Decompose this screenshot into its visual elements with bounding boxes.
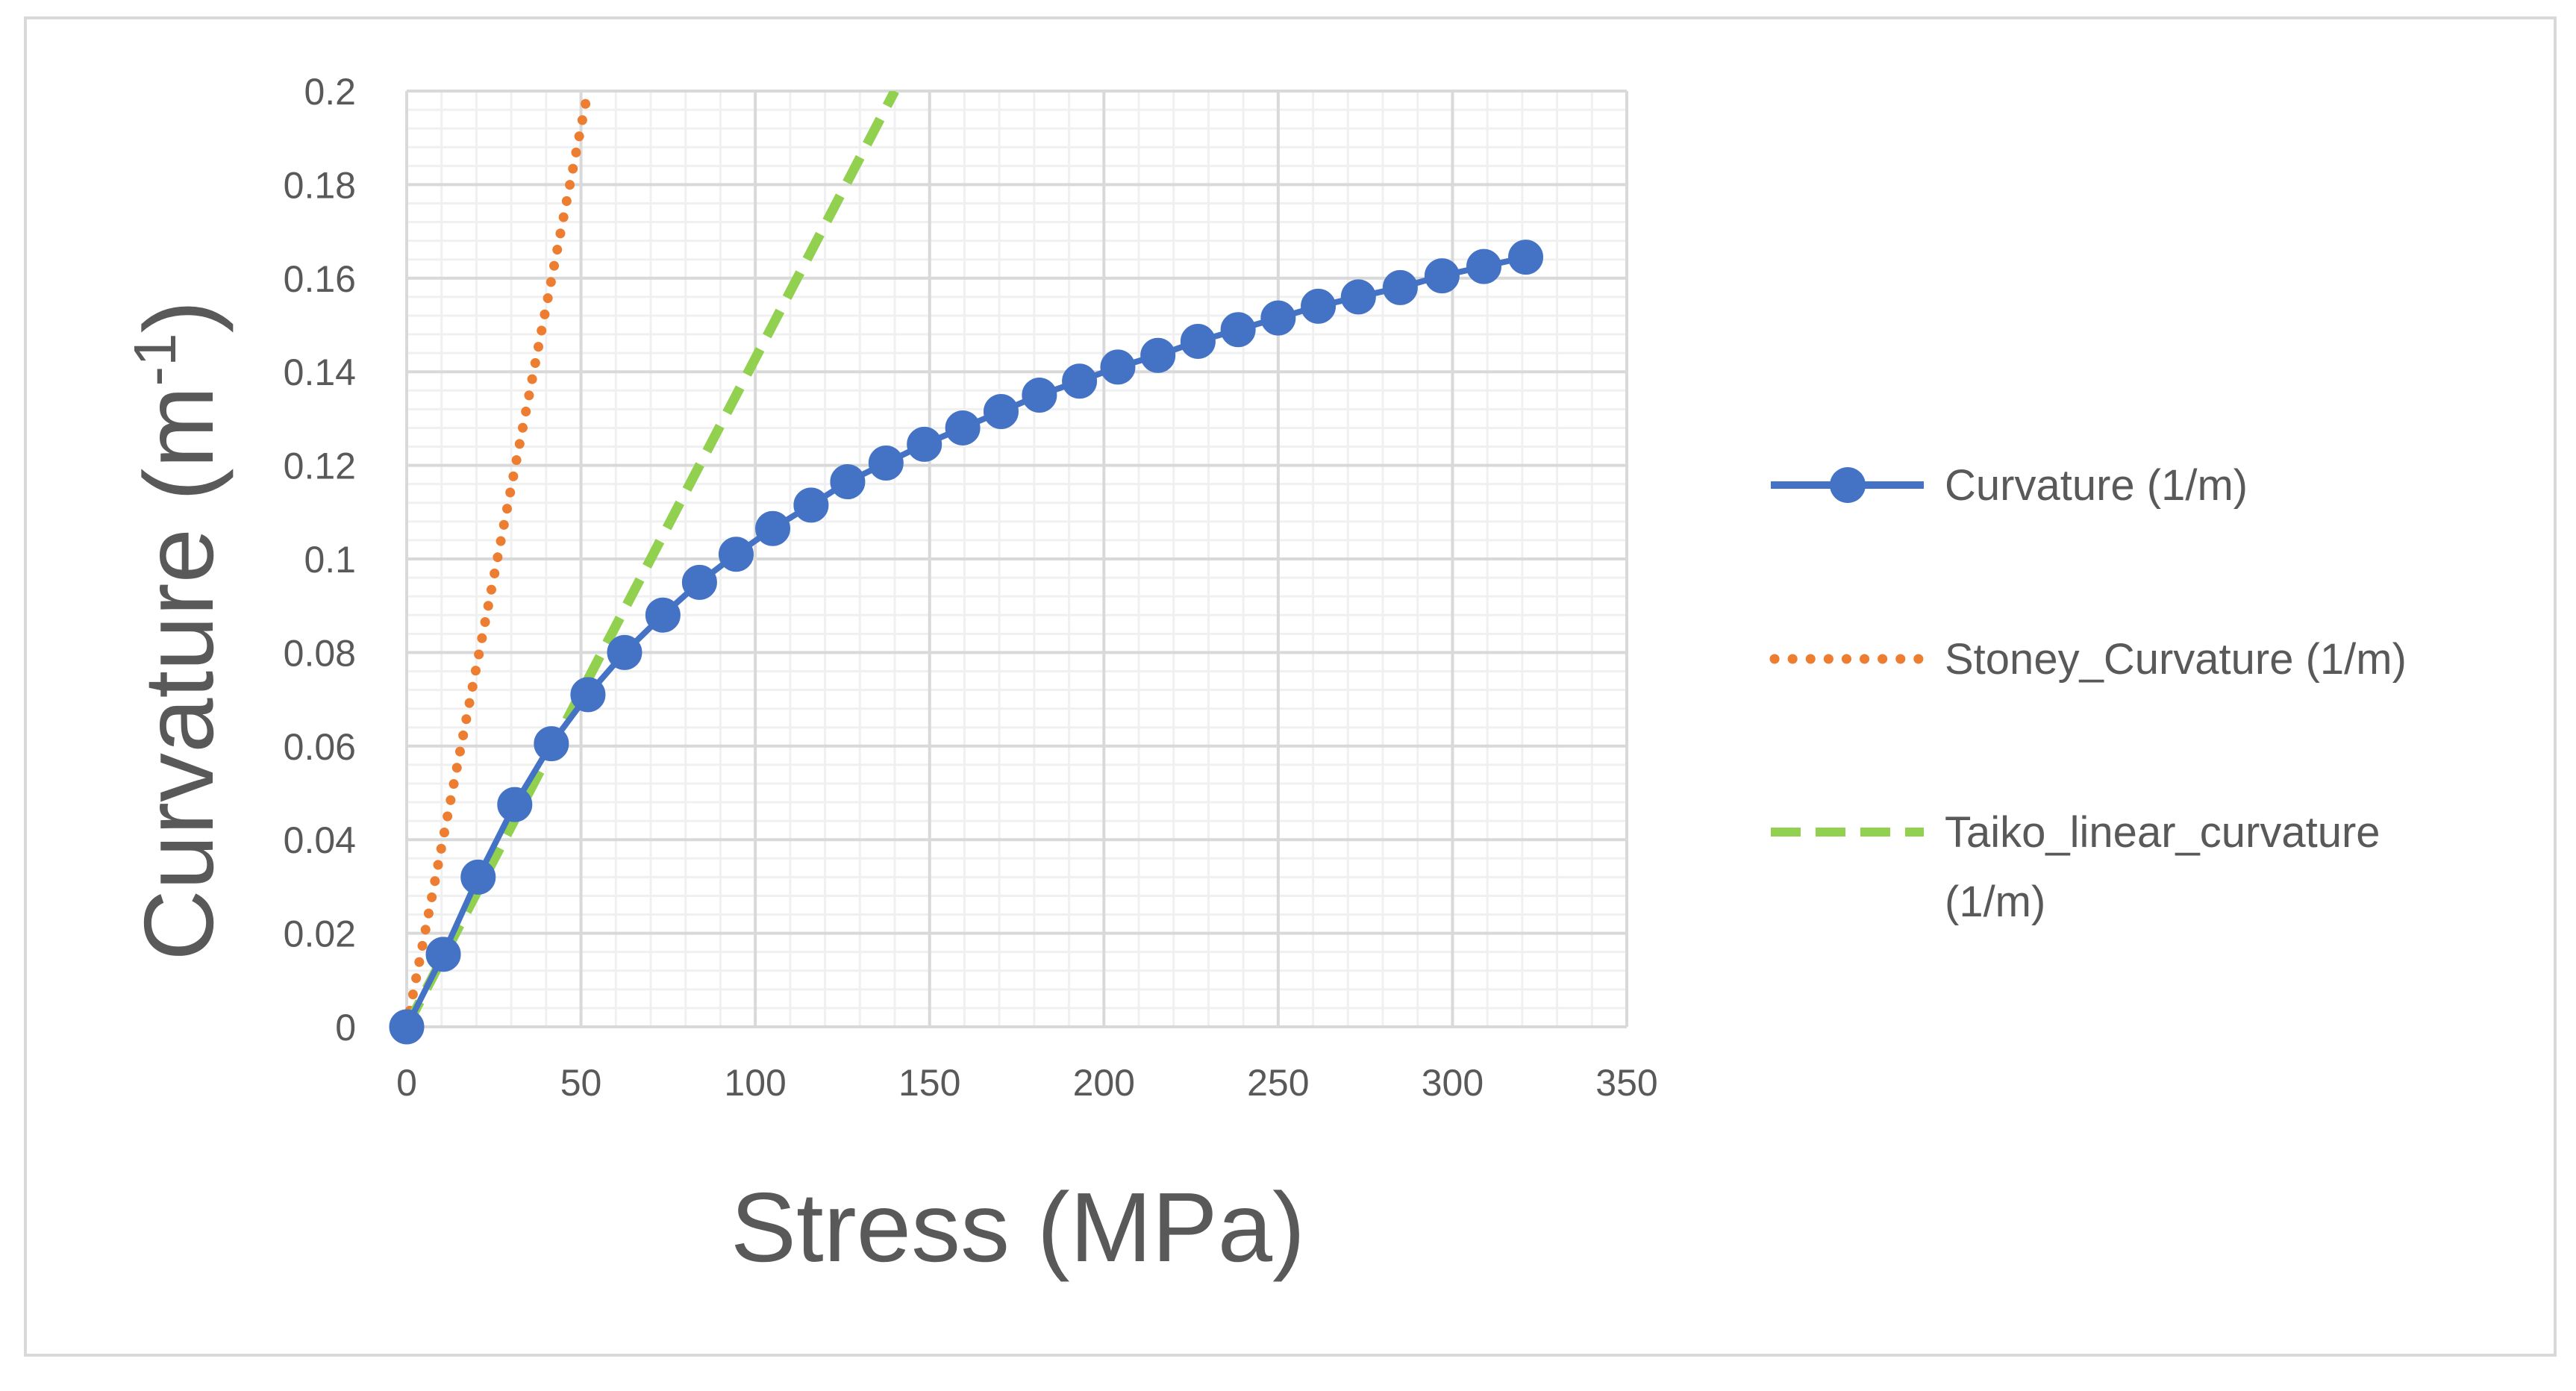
- legend-label: Stoney_Curvature (1/m): [1945, 635, 2407, 684]
- data-point: [389, 1009, 425, 1045]
- legend-label: (1/m): [1945, 878, 2045, 926]
- x-tick-label: 300: [1422, 1062, 1484, 1104]
- x-axis-ticks: 0 50 100 150 200 250 300 350: [396, 1062, 1658, 1104]
- y-tick-label: 0.16: [284, 258, 356, 300]
- x-tick-label: 350: [1595, 1062, 1657, 1104]
- x-tick-label: 0: [396, 1062, 417, 1104]
- data-point: [907, 426, 942, 462]
- legend-item: Curvature (1/m): [1771, 461, 2248, 510]
- x-tick-label: 200: [1073, 1062, 1135, 1104]
- legend-swatch-marker: [1830, 467, 1866, 503]
- data-point: [497, 787, 533, 822]
- data-point: [1100, 349, 1136, 385]
- data-point: [1340, 279, 1376, 315]
- data-point: [534, 726, 569, 762]
- y-axis-title-main: Curvature (m: [124, 386, 234, 960]
- x-tick-label: 250: [1247, 1062, 1309, 1104]
- data-point: [1508, 240, 1544, 275]
- data-point: [1220, 312, 1256, 348]
- series-stoney-curvature-1-m: [401, 91, 593, 1032]
- data-point: [460, 859, 496, 895]
- x-tick-label: 50: [560, 1062, 602, 1104]
- data-point: [570, 677, 606, 713]
- data-point: [1301, 288, 1337, 324]
- data-point: [1062, 363, 1098, 399]
- y-tick-label: 0: [335, 1007, 356, 1048]
- y-tick-label: 0.12: [284, 446, 356, 487]
- data-point: [1140, 337, 1176, 373]
- y-tick-label: 0.08: [284, 632, 356, 674]
- x-axis-title: Stress (MPa): [731, 1172, 1305, 1282]
- series-curvature-1-m: [389, 240, 1544, 1045]
- data-point: [607, 634, 643, 670]
- legend-label: Taiko_linear_curvature: [1945, 808, 2380, 857]
- data-point: [1260, 300, 1296, 336]
- data-point: [718, 537, 754, 572]
- data-point: [793, 487, 829, 523]
- y-tick-label: 0.1: [304, 539, 356, 581]
- data-point: [681, 564, 717, 600]
- legend-item: Stoney_Curvature (1/m): [1769, 635, 2407, 684]
- y-axis-title-close: ): [124, 300, 234, 333]
- y-tick-label: 0.02: [284, 913, 356, 955]
- data-point: [830, 464, 866, 500]
- data-point: [1382, 269, 1418, 305]
- data-point: [1466, 248, 1501, 284]
- data-point: [425, 937, 461, 972]
- y-tick-label: 0.06: [284, 726, 356, 768]
- data-point: [1424, 258, 1460, 294]
- data-point: [755, 510, 790, 546]
- y-axis-ticks: 0 0.02 0.04 0.06 0.08 0.1 0.12 0.14 0.16 0.18 0.2: [284, 71, 356, 1048]
- data-point: [1022, 378, 1057, 413]
- data-point: [645, 597, 681, 633]
- data-point: [983, 393, 1019, 429]
- y-tick-label: 0.2: [304, 71, 356, 113]
- y-axis-title: Curvature (m-1): [122, 300, 234, 960]
- y-tick-label: 0.18: [284, 164, 356, 206]
- data-point: [1180, 323, 1216, 359]
- series-layer: [389, 91, 1544, 1045]
- legend-item: Taiko_linear_curvature (1/m): [1771, 808, 2380, 926]
- legend-label: Curvature (1/m): [1945, 461, 2248, 510]
- legend: Curvature (1/m) Stoney_Curvature (1/m) Tai…: [1769, 461, 2407, 926]
- data-point: [945, 410, 981, 446]
- series-line-stoney-curvature: [401, 91, 593, 1032]
- y-tick-label: 0.04: [284, 819, 356, 861]
- grid-major: [405, 90, 1628, 1028]
- y-tick-label: 0.14: [284, 351, 356, 393]
- x-tick-label: 150: [898, 1062, 960, 1104]
- x-tick-label: 100: [724, 1062, 786, 1104]
- y-axis-title-superscript: -1: [122, 333, 188, 386]
- data-point: [868, 445, 904, 481]
